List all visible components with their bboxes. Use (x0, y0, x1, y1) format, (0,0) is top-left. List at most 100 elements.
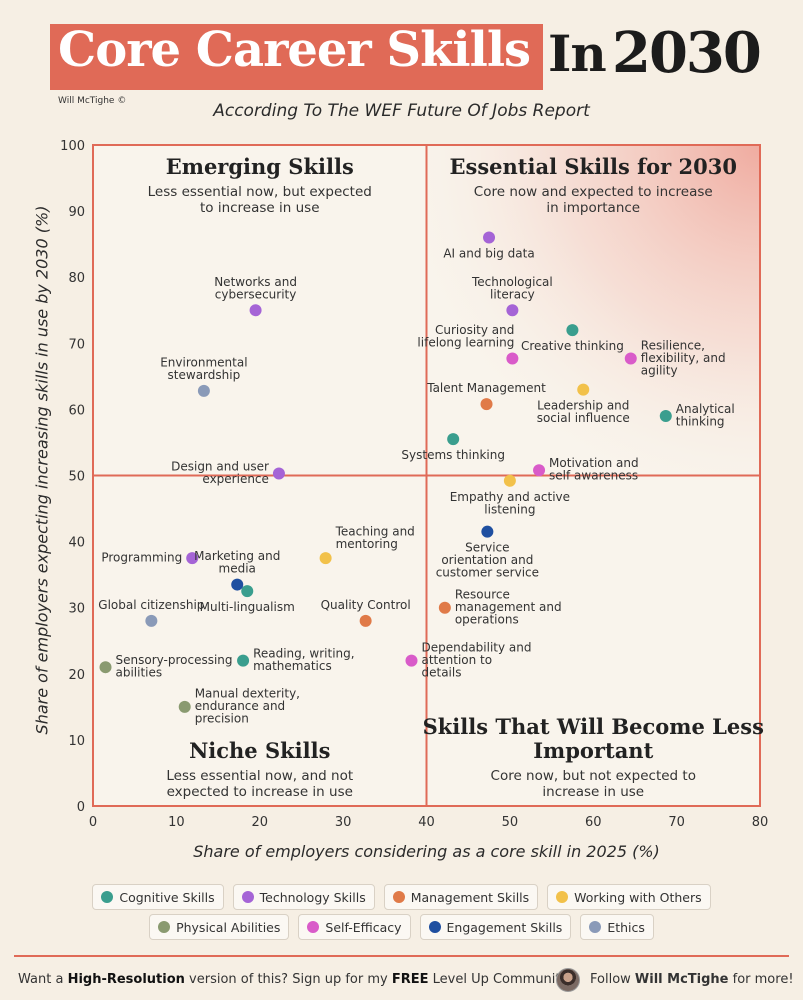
x-tick-label: 50 (502, 815, 519, 830)
legend-label: Management Skills (410, 889, 530, 905)
legend-label: Self-Efficacy (325, 919, 402, 935)
footer-text-part: Level Up Community (428, 972, 569, 987)
data-label: Empathy and active listening (450, 490, 570, 516)
data-label: Analytical thinking (676, 402, 735, 429)
footer-text-bold: Will McTighe (634, 972, 729, 987)
footer-divider (14, 955, 789, 957)
quadrant-description: increase in use (542, 784, 644, 800)
legend-label: Engagement Skills (446, 919, 563, 935)
data-label: Quality Control (321, 598, 411, 612)
quadrant-description: Less essential now, and not (166, 768, 353, 784)
data-point (480, 398, 493, 411)
data-label-line: orientation and (441, 553, 533, 567)
x-axis-label: Share of employers considering as a core… (193, 842, 660, 861)
data-label-line: Curiosity and (435, 323, 514, 337)
data-label-line: Resource (455, 587, 510, 601)
legend-swatch (556, 891, 569, 903)
legend-swatch (241, 891, 254, 903)
legend-swatch (589, 921, 602, 933)
data-point (178, 700, 191, 713)
data-label: Reading, writing, mathematics (253, 647, 355, 674)
legend-label: Ethics (607, 919, 645, 935)
data-label-line: attention to (421, 653, 492, 667)
data-label-line: Dependability and (421, 640, 531, 654)
data-label-line: mathematics (253, 659, 332, 673)
data-label: Teaching and mentoring (335, 525, 415, 552)
legend-swatch (307, 921, 320, 933)
y-tick-label: 30 (68, 602, 85, 617)
quadrant-title: Emerging Skills (166, 154, 354, 179)
data-point (438, 601, 451, 614)
data-label-line: abilities (116, 666, 163, 680)
data-label-line: thinking (676, 415, 725, 429)
legend-swatch (392, 891, 405, 903)
essential-quadrant-shade (426, 145, 760, 476)
data-label-line: lifelong learning (417, 336, 514, 350)
data-label-line: mentoring (336, 537, 398, 551)
y-tick-label: 50 (68, 470, 85, 485)
legend-swatch (428, 921, 441, 933)
legend-label: Cognitive Skills (119, 889, 215, 905)
legend-item: Physical Abilities (149, 914, 290, 940)
data-label-line: listening (484, 502, 535, 516)
quadrant-title: Important (533, 738, 653, 763)
data-point (481, 525, 494, 538)
data-point (447, 433, 460, 446)
data-label-line: Reading, writing, (253, 647, 355, 661)
data-label-line: Programming (101, 550, 182, 564)
y-tick-label: 40 (68, 536, 85, 551)
y-axis-label: Share of employers expecting increasing … (32, 205, 52, 735)
data-point (197, 384, 210, 397)
footer-text-part: version of this? Sign up for my (184, 972, 392, 987)
data-point (359, 614, 372, 627)
footer-text-part: Follow (590, 972, 635, 987)
data-label-line: experience (202, 472, 269, 486)
data-label-line: Teaching and (335, 525, 415, 539)
data-label-line: Sensory-processing (116, 653, 233, 667)
y-tick-label: 60 (68, 403, 85, 418)
legend-swatch (101, 891, 114, 903)
data-label: Design and user experience (171, 460, 269, 487)
x-tick-label: 60 (585, 815, 602, 830)
legend-label: Technology Skills (259, 889, 366, 905)
data-point (624, 352, 637, 365)
legend-row-1: Cognitive Skills Technology Skills Managem… (0, 884, 803, 910)
quadrant-description: Core now, but not expected to (491, 768, 696, 784)
data-point (241, 585, 254, 598)
data-label-line: Technological (471, 275, 553, 289)
data-label: Curiosity and lifelong learning (417, 323, 514, 350)
data-label-line: Talent Management (426, 381, 546, 395)
data-label: Creative thinking (521, 339, 624, 353)
x-tick-label: 80 (752, 815, 769, 830)
data-label-line: operations (455, 612, 519, 626)
x-tick-label: 30 (335, 815, 352, 830)
footer-text-bold: FREE (391, 972, 429, 987)
y-tick-label: 80 (68, 271, 85, 286)
footer-text-part: Want a (18, 972, 68, 987)
quadrant-description: Less essential now, but expected (148, 184, 372, 200)
data-label: Multi-lingualism (200, 600, 295, 614)
quadrant-description: to increase in use (200, 200, 320, 216)
quadrant-description: expected to increase in use (167, 784, 353, 800)
x-tick-label: 70 (668, 815, 685, 830)
data-label: Systems thinking (401, 448, 505, 462)
data-label: Leadership and social influence (537, 399, 630, 426)
title-banner (50, 24, 543, 90)
title-in: In (548, 24, 607, 83)
footer-signup-text[interactable]: Want a High-Resolution version of this? … (18, 972, 568, 987)
legend-label: Physical Abilities (176, 919, 281, 935)
data-label-line: Networks and (214, 275, 297, 289)
y-tick-label: 10 (68, 734, 85, 749)
page-title: Core Career Skills (58, 22, 531, 78)
data-point (566, 324, 579, 337)
legend-item: Cognitive Skills (92, 884, 224, 910)
footer-follow-text[interactable]: Follow Will McTighe for more! (590, 972, 794, 987)
data-label: Programming (101, 550, 182, 564)
data-label: Networks and cybersecurity (214, 275, 297, 302)
data-label-line: media (219, 562, 256, 576)
data-point (231, 578, 244, 591)
footer-text-part: for more! (728, 972, 794, 987)
data-point (506, 304, 519, 317)
data-label-line: social influence (537, 411, 630, 425)
